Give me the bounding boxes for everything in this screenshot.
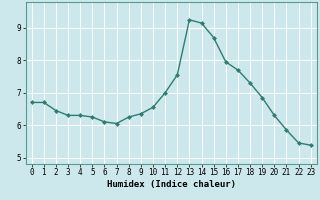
X-axis label: Humidex (Indice chaleur): Humidex (Indice chaleur) [107,180,236,189]
